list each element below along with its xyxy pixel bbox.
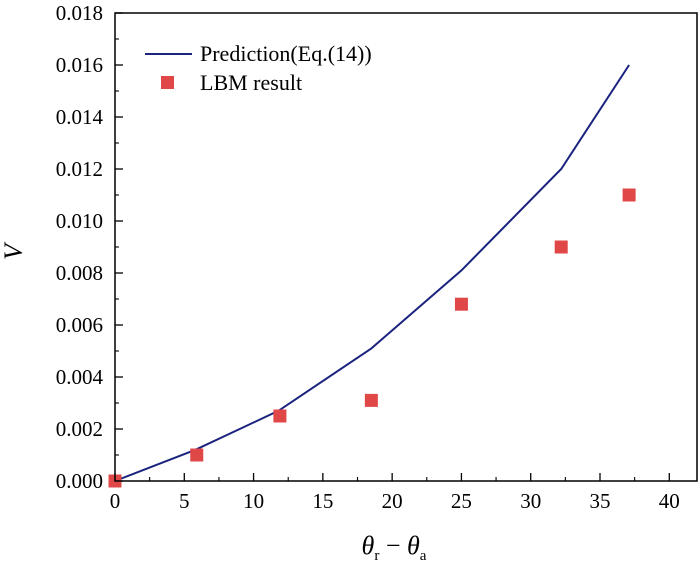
scatter-point-lbm bbox=[454, 297, 468, 311]
series-layer bbox=[108, 64, 636, 488]
scatter-point-lbm bbox=[622, 188, 636, 202]
legend-label-prediction: Prediction(Eq.(14)) bbox=[200, 41, 372, 66]
y-tick-label: 0.016 bbox=[56, 53, 103, 77]
y-tick-label: 0.014 bbox=[56, 105, 104, 129]
tick-labels: 0 5 10 15 20 25 30 35 40 0.000 0.002 0.004 0.006 0.00… bbox=[56, 1, 680, 513]
y-tick-label: 0.008 bbox=[56, 261, 103, 285]
series-line-prediction bbox=[114, 64, 630, 482]
y-tick-label: 0.000 bbox=[56, 469, 103, 493]
y-tick-label: 0.004 bbox=[56, 365, 104, 389]
y-tick-label: 0.010 bbox=[56, 209, 103, 233]
scatter-point-lbm bbox=[190, 448, 204, 462]
plot-frame bbox=[114, 12, 698, 482]
y-tick-label: 0.006 bbox=[56, 313, 103, 337]
x-axis-label-sub-r: r bbox=[374, 548, 379, 564]
y-axis-label: V bbox=[0, 241, 28, 260]
x-tick-label: 25 bbox=[451, 489, 472, 513]
x-tick-label: 20 bbox=[382, 489, 403, 513]
x-axis-label-sub-a: a bbox=[420, 548, 427, 564]
scatter-point-lbm bbox=[273, 409, 287, 423]
scatter-point-lbm bbox=[554, 240, 568, 254]
minor-ticks bbox=[115, 38, 636, 481]
y-tick-label: 0.018 bbox=[56, 1, 103, 25]
x-tick-label: 15 bbox=[312, 489, 333, 513]
x-axis-label-minus: − bbox=[379, 531, 407, 560]
x-axis-label: θr − θa bbox=[362, 531, 427, 564]
y-tick-label: 0.012 bbox=[56, 157, 103, 181]
x-tick-label: 35 bbox=[590, 489, 611, 513]
legend: Prediction(Eq.(14)) LBM result bbox=[145, 41, 372, 95]
x-tick-label: 30 bbox=[520, 489, 541, 513]
x-tick-label: 5 bbox=[179, 489, 190, 513]
x-tick-label: 0 bbox=[110, 489, 121, 513]
x-tick-label: 10 bbox=[243, 489, 264, 513]
y-tick-label: 0.002 bbox=[56, 417, 103, 441]
x-tick-label: 40 bbox=[659, 489, 680, 513]
x-axis-label-theta-r: θ bbox=[362, 531, 375, 560]
legend-label-lbm: LBM result bbox=[200, 70, 302, 95]
legend-marker-swatch bbox=[161, 76, 174, 89]
scatter-point-lbm bbox=[364, 393, 378, 407]
major-ticks bbox=[114, 12, 670, 482]
x-axis-label-theta-a: θ bbox=[407, 531, 420, 560]
